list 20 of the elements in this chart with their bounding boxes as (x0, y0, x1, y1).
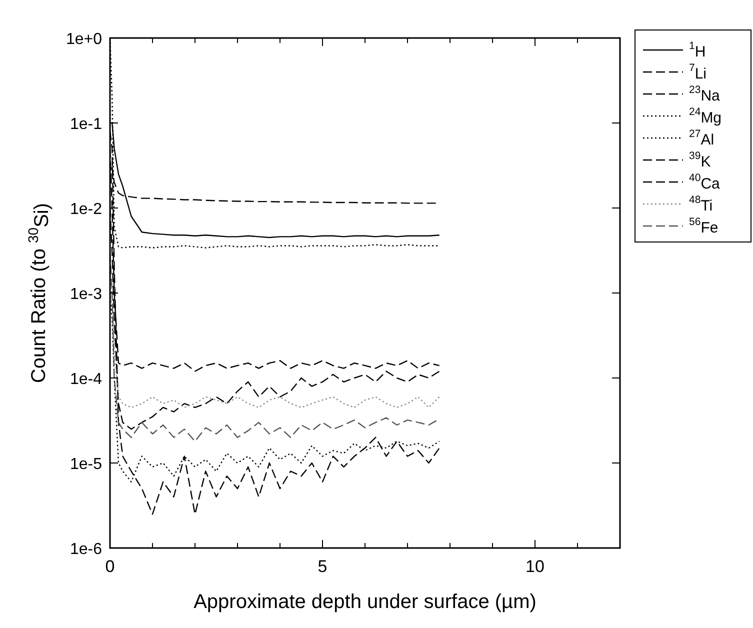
y-tick-label: 1e-3 (70, 286, 102, 303)
y-tick-label: 1e-2 (70, 201, 102, 218)
y-tick-label: 1e-4 (70, 371, 102, 388)
y-tick-label: 1e+0 (66, 31, 102, 48)
y-tick-label: 1e-5 (70, 456, 102, 473)
legend-label: $^{1}$H (689, 40, 706, 60)
legend-label: $^{23}$Na (689, 84, 721, 104)
legend-label: $^{40}$Ca (689, 172, 721, 192)
x-tick-label: 10 (526, 557, 544, 576)
y-tick-label: 1e-1 (70, 116, 102, 133)
x-tick-label: 0 (105, 557, 115, 576)
legend-label: $^{27}$Al (689, 128, 714, 148)
x-axis-title: Approximate depth under surface (µm) (194, 591, 536, 613)
y-tick-label: 1e-6 (70, 541, 102, 558)
legend-label: $^{56}$Fe (689, 216, 718, 236)
legend-label: $^{48}$Ti (689, 194, 713, 214)
legend-label: $^{7}$Li (689, 62, 707, 82)
x-tick-label: 5 (318, 557, 328, 576)
legend-label: $^{39}$K (689, 150, 711, 170)
legend-label: $^{24}$Mg (689, 106, 722, 126)
